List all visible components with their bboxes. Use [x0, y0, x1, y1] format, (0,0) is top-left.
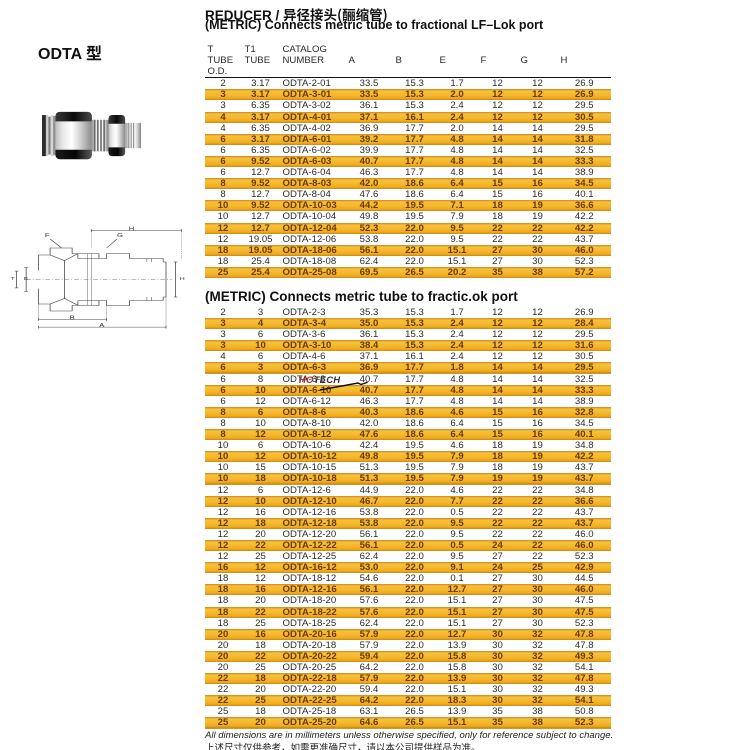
svg-text:H: H — [129, 226, 135, 232]
svg-text:T: T — [11, 277, 16, 282]
svg-text:H: H — [180, 277, 185, 282]
svg-text:F: F — [45, 233, 50, 239]
svg-text:A: A — [99, 323, 105, 329]
svg-text:E: E — [24, 277, 29, 282]
svg-text:G: G — [117, 233, 123, 239]
svg-text:B: B — [70, 315, 76, 321]
